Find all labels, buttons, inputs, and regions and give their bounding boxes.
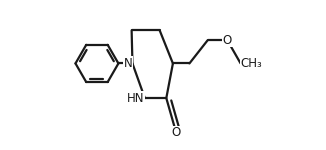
Text: O: O	[171, 126, 181, 139]
Text: N: N	[124, 57, 132, 70]
Text: HN: HN	[127, 92, 145, 105]
Text: CH₃: CH₃	[241, 57, 262, 70]
Text: O: O	[223, 34, 232, 47]
